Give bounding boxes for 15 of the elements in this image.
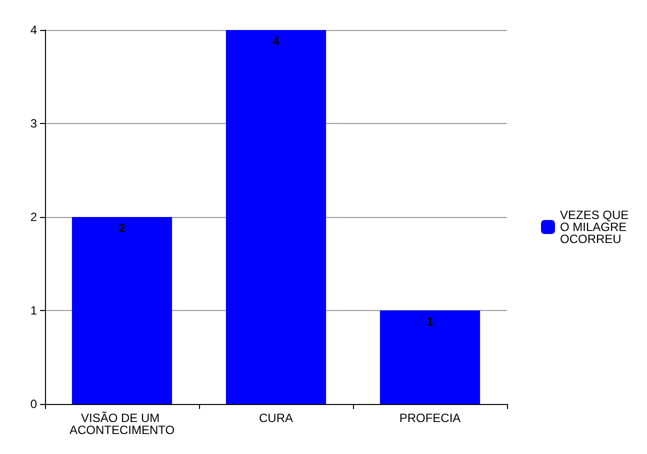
y-tick-label: 4 [30, 23, 38, 37]
bar [380, 310, 480, 404]
data-label: 1 [426, 314, 434, 328]
bar [72, 217, 172, 404]
y-tick-label: 2 [30, 210, 38, 224]
bar [226, 30, 326, 404]
y-tick-label: 0 [30, 397, 38, 411]
x-tick-label: CURA [258, 411, 294, 425]
data-label: 2 [118, 221, 126, 235]
x-tick-label: PROFECIA [399, 411, 461, 425]
y-tick-label: 1 [30, 304, 38, 318]
data-label: 4 [272, 34, 280, 48]
y-tick-label: 3 [30, 116, 38, 130]
legend-label: VEZES QUE O MILAGRE OCORREU [560, 208, 632, 246]
x-tick-label: VISÃO DE UM ACONTECIMENTO [69, 411, 175, 437]
